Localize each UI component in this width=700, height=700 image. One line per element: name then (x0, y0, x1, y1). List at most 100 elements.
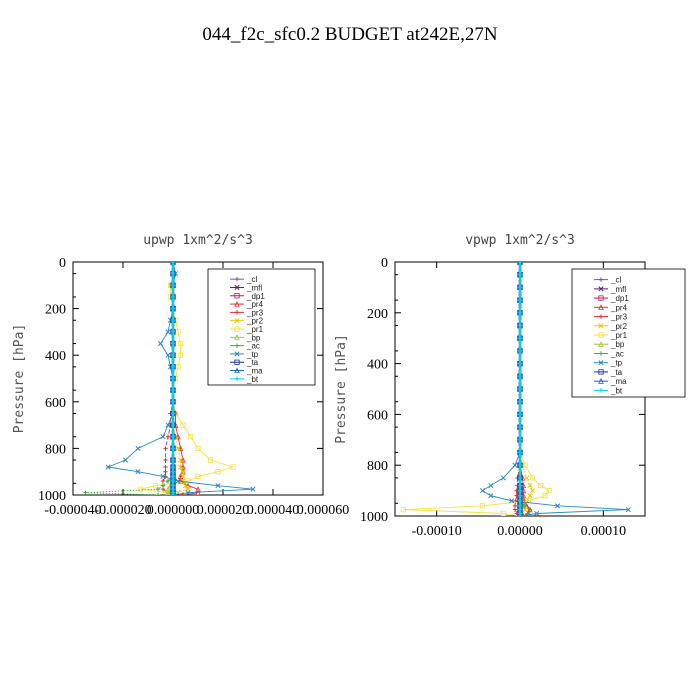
legend-label: _bt (246, 375, 259, 384)
series-point-pr4 (175, 433, 181, 440)
series-point-pr4 (185, 482, 191, 489)
legend-label: _ma (246, 367, 263, 376)
legend-label: _dp1 (610, 294, 629, 303)
series-point-bt (517, 475, 523, 481)
legend-label: _pr3 (246, 308, 264, 317)
series-point-pr1 (175, 364, 181, 370)
x-tick-label: 0.00010 (581, 524, 627, 539)
legend-label: _pr3 (610, 313, 628, 322)
series-point-tp (488, 493, 494, 499)
series-point-bt (170, 353, 176, 358)
series-point-bt (170, 376, 176, 381)
legend-marker (598, 277, 604, 282)
legend-label: _cl (246, 275, 257, 284)
legend-marker (598, 388, 604, 393)
legend-marker (234, 343, 240, 348)
series-point-pr1 (152, 483, 159, 489)
series-point-tp (165, 422, 171, 428)
series-point-bt (170, 283, 176, 288)
series-point-tp (175, 478, 181, 484)
series-point-bt (517, 361, 523, 366)
y-axis-label: Pressure [hPa] (12, 324, 27, 434)
series-point-bp (165, 489, 171, 495)
series-point-ac (165, 478, 171, 484)
y-tick-label: 200 (45, 303, 66, 318)
series-point-tp (215, 483, 221, 489)
series-point-pr1 (187, 434, 194, 440)
series-point-pr2 (180, 473, 186, 479)
series-point-bt (170, 262, 176, 265)
series-point-tp (500, 475, 506, 481)
series-point-bt (170, 446, 176, 451)
series-point-bt (170, 364, 176, 370)
series-point-tp (625, 507, 631, 513)
series-point-bt (170, 341, 176, 346)
series-point-bt (170, 474, 176, 479)
series-point-bt (170, 387, 176, 393)
x-tick-label: 0.00000 (497, 524, 543, 539)
series-point-bt (517, 262, 523, 265)
series-point-bp (165, 486, 171, 492)
series-point-pr1 (538, 482, 544, 489)
series-point-pr2 (182, 483, 189, 489)
series-point-ac (527, 507, 533, 512)
series-point-pr1 (529, 475, 536, 481)
series-point-pr1 (185, 478, 191, 484)
y-tick-label: 0 (59, 256, 66, 271)
series-point-tp (135, 469, 141, 475)
series-point-bt (170, 422, 176, 428)
series-point-bt (517, 336, 523, 341)
x-tick-label: 0.000060 (297, 503, 350, 518)
legend-marker (598, 286, 604, 292)
legend-box (571, 268, 686, 398)
legend-marker (598, 295, 604, 301)
legend-marker (234, 334, 240, 340)
series-point-pr3 (163, 446, 168, 451)
y-tick-label: 800 (45, 442, 66, 457)
series-point-tp (105, 464, 111, 470)
chart-panel-upwp: upwp 1xm^2/s^3 Pressure [hPa] 0 200 400 600 80… (12, 233, 349, 518)
series-point-pr2 (524, 475, 530, 481)
panel-title: upwp 1xm^2/s^3 (143, 233, 253, 248)
series-point-pr3 (512, 503, 518, 509)
series-point-tp (157, 340, 164, 347)
y-tick-label: 800 (367, 459, 388, 474)
series-point-pr2 (180, 469, 186, 475)
legend-marker (234, 326, 240, 332)
series-point-bt (170, 464, 176, 470)
series-point-bt (517, 374, 523, 379)
series-point-bt (517, 272, 523, 277)
series-point-bt (517, 513, 523, 516)
series-point-tp (509, 498, 515, 504)
legend-marker (598, 341, 604, 347)
legend-marker (598, 332, 604, 338)
series-point-pr2 (177, 457, 184, 463)
legend-label: _ac (610, 349, 624, 358)
legend-marker (598, 323, 604, 329)
series-point-pr2 (180, 478, 186, 484)
legend-label: _pr1 (610, 331, 628, 340)
x-tick-label: -0.00010 (412, 524, 462, 539)
legend-label: _mfl (246, 283, 262, 292)
y-tick-label: 1000 (38, 489, 66, 504)
series-point-bt (517, 323, 523, 328)
series-point-bt (517, 297, 523, 303)
series-point-bt (517, 310, 523, 315)
legend-marker (234, 284, 240, 291)
series-point-ac (155, 486, 161, 492)
series-point-pr1 (479, 503, 486, 509)
legend-label: _ma (610, 377, 627, 386)
series-point-bt (170, 457, 176, 463)
legend-marker (598, 360, 604, 366)
legend-label: _pr1 (246, 325, 264, 334)
x-tick-label: 0.000000 (147, 503, 200, 518)
series-point-pr3 (165, 434, 171, 439)
series-point-bt (517, 348, 523, 354)
series-point-pr1 (137, 486, 144, 492)
series-point-bt (170, 492, 176, 495)
series-point-pr3 (163, 469, 168, 474)
series-point-bt (517, 503, 523, 509)
y-tick-label: 400 (367, 358, 388, 373)
legend-marker (234, 276, 240, 282)
